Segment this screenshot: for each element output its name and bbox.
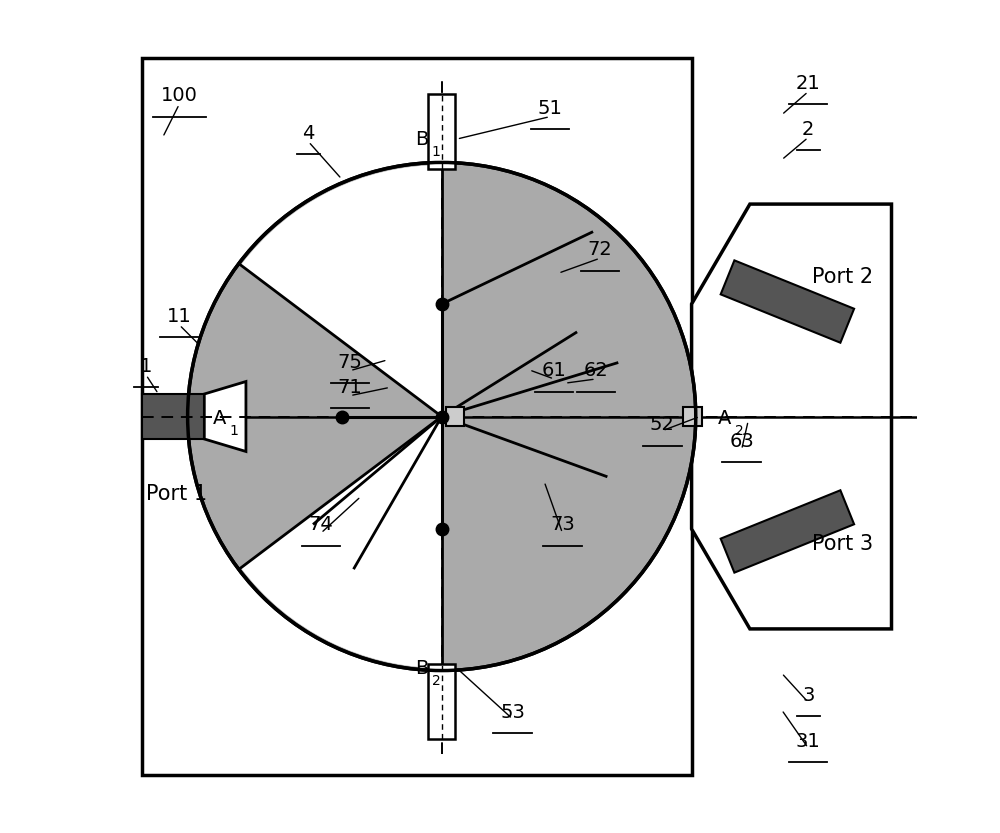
Text: 1: 1 [140,357,152,376]
Text: B: B [415,130,428,148]
Bar [683,407,702,426]
Text: 51: 51 [538,99,562,117]
Text: B: B [415,659,428,677]
Polygon shape [721,261,854,342]
Text: 31: 31 [796,732,821,751]
Text: 4: 4 [302,124,315,142]
Text: 75: 75 [338,353,362,372]
Text: 72: 72 [588,241,612,259]
Text: Port 2: Port 2 [812,267,874,287]
Text: 3: 3 [802,686,814,705]
Text: 73: 73 [550,516,575,534]
Text: 53: 53 [500,703,525,721]
Text: 71: 71 [338,378,362,397]
Polygon shape [142,58,692,775]
Polygon shape [142,394,204,439]
Text: 74: 74 [309,516,333,534]
Text: Port 3: Port 3 [812,534,874,554]
Text: A: A [718,409,732,427]
Bar [446,407,464,426]
Text: 2: 2 [802,120,814,138]
Text: 62: 62 [583,362,608,380]
Wedge shape [241,416,442,668]
Text: 52: 52 [650,416,675,434]
Wedge shape [241,165,442,416]
Text: 11: 11 [167,307,192,326]
Text: 1: 1 [229,425,238,438]
Text: 2: 2 [432,675,440,688]
Text: A: A [213,409,226,427]
Text: 61: 61 [542,362,567,380]
Text: 63: 63 [729,432,754,451]
Polygon shape [204,382,246,451]
Text: Port 1: Port 1 [146,484,207,504]
Polygon shape [692,204,892,629]
Bar [428,664,455,739]
Text: 21: 21 [796,74,821,92]
Bar [428,94,455,169]
Text: 1: 1 [432,146,441,159]
Circle shape [188,162,696,671]
Text: 2: 2 [735,425,744,438]
Polygon shape [721,491,854,572]
Text: 100: 100 [161,87,198,105]
